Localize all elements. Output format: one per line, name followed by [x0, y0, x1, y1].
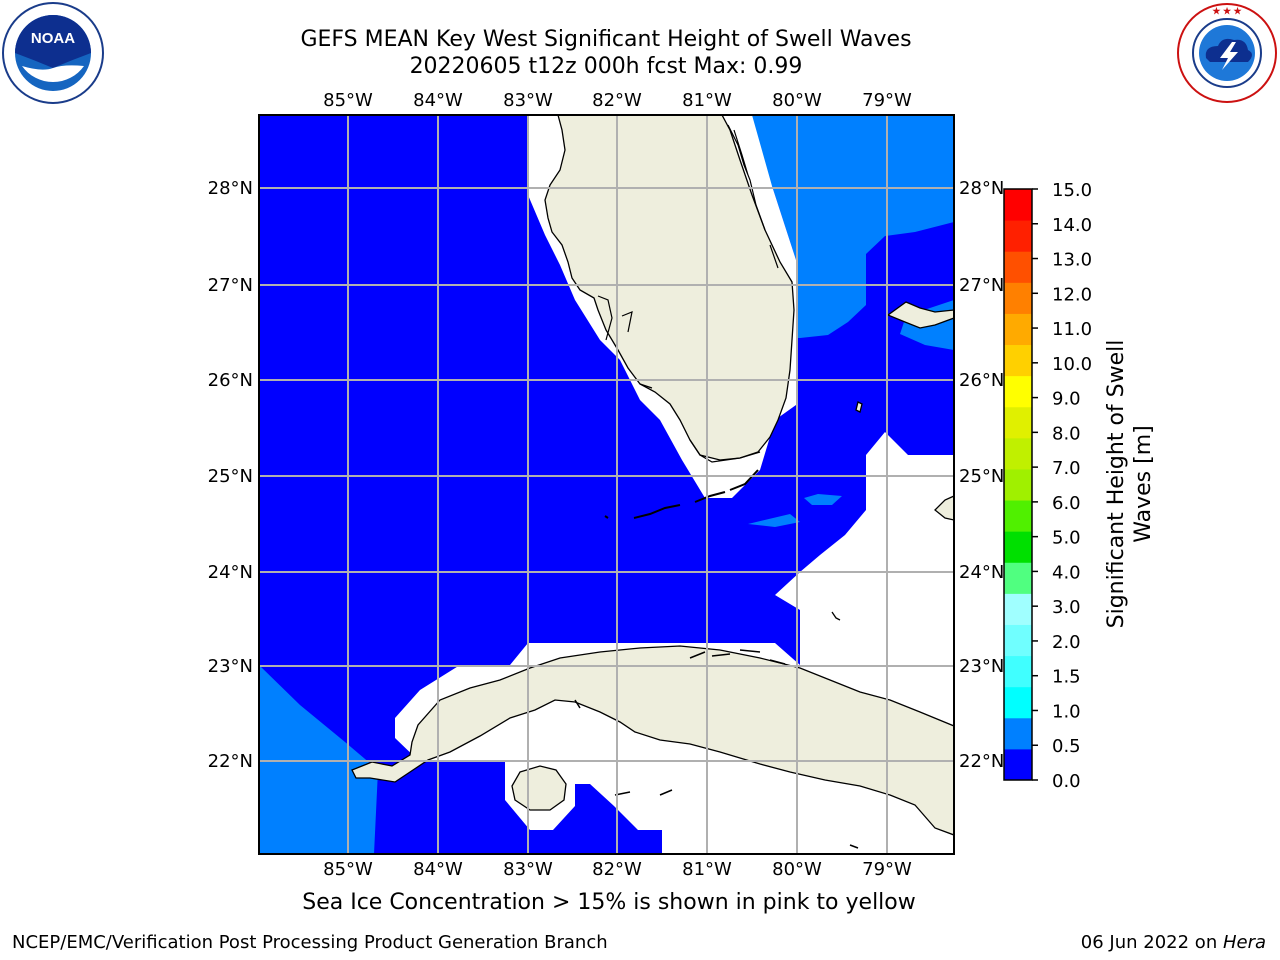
- swell-region-keys-2: [748, 514, 800, 527]
- lon-label: 81°W: [682, 859, 732, 880]
- colorbar-segment: [1004, 500, 1032, 532]
- colorbar-tick-label: 13.0: [1052, 250, 1092, 271]
- lat-labels-right: 28°N 27°N 26°N 25°N 24°N 23°N 22°N: [959, 178, 1004, 772]
- graticule: [259, 115, 954, 854]
- colorbar-tick-label: 9.0: [1052, 389, 1081, 410]
- lon-label: 84°W: [413, 859, 463, 880]
- lat-labels-left: 28°N 27°N 26°N 25°N 24°N 23°N 22°N: [208, 178, 253, 772]
- lat-label: 23°N: [959, 656, 1004, 677]
- colorbar-title-line1: Significant Height of Swell: [1104, 340, 1129, 629]
- florida-coast-detail: [597, 124, 779, 463]
- map-frame: [258, 114, 955, 855]
- colorbar-tick-label: 15.0: [1052, 180, 1092, 201]
- colorbar-segment: [1004, 251, 1032, 283]
- land-isla-juventud: [511, 765, 567, 811]
- colorbar-tick-label: 10.0: [1052, 354, 1092, 375]
- lat-label: 25°N: [959, 466, 1004, 487]
- noaa-logo: NOAA: [2, 2, 104, 104]
- colorbar-segment: [1004, 313, 1032, 346]
- lat-label: 22°N: [208, 751, 253, 772]
- lat-label: 24°N: [208, 562, 253, 583]
- cuba-cays: [574, 649, 859, 849]
- lon-labels-bottom: 85°W 84°W 83°W 82°W 81°W 80°W 79°W: [323, 859, 912, 880]
- colorbar-segment: [1004, 375, 1032, 408]
- colorbar-segment: [1004, 655, 1032, 688]
- noaa-logo-text: NOAA: [31, 30, 75, 47]
- colorbar-tick-label: 5.0: [1052, 528, 1081, 549]
- lat-label: 28°N: [208, 178, 253, 199]
- colorbar-segment: [1004, 531, 1032, 563]
- colorbar-segment: [1004, 406, 1032, 439]
- footer-date: 06 Jun 2022 on Hera: [1081, 932, 1266, 953]
- colorbar-segment: [1004, 717, 1032, 750]
- colorbar-segment: [1004, 748, 1032, 781]
- lat-label: 25°N: [208, 466, 253, 487]
- colorbar-segment: [1004, 220, 1032, 252]
- lat-label: 27°N: [959, 275, 1004, 296]
- nws-logo: ★ ★ ★: [1177, 3, 1277, 103]
- lat-label: 26°N: [959, 370, 1004, 391]
- lat-label: 23°N: [208, 656, 253, 677]
- map-plot-area: [259, 115, 954, 854]
- lon-label: 83°W: [503, 90, 553, 111]
- colorbar-tick-label: 2.0: [1052, 632, 1081, 653]
- colorbar-tick-label: 3.0: [1052, 597, 1081, 618]
- colorbar-segment: [1004, 593, 1032, 625]
- footer-date-text: 06 Jun 2022 on: [1080, 932, 1223, 953]
- lon-label: 82°W: [592, 90, 642, 111]
- colorbar-tick-label: 8.0: [1052, 423, 1081, 444]
- lat-label: 24°N: [959, 562, 1004, 583]
- colorbar-segment: [1004, 344, 1032, 377]
- lon-label: 85°W: [323, 90, 373, 111]
- lon-label: 85°W: [323, 859, 373, 880]
- lat-label: 27°N: [208, 275, 253, 296]
- lat-label: 28°N: [959, 178, 1004, 199]
- colorbar-tick-label: 7.0: [1052, 458, 1081, 479]
- land-florida: [544, 115, 795, 461]
- swell-region-atlantic: [752, 115, 954, 338]
- land-cuba: [351, 645, 954, 836]
- colorbar-tick-label: 1.5: [1052, 667, 1081, 688]
- lat-label: 26°N: [208, 370, 253, 391]
- bahamas-islands: [831, 301, 954, 621]
- swell-region-keys-1: [804, 494, 842, 505]
- colorbar-segment: [1004, 437, 1032, 470]
- colorbar-tick-label: 14.0: [1052, 215, 1092, 236]
- chart-title: GEFS MEAN Key West Significant Height of…: [300, 27, 912, 52]
- lon-label: 80°W: [772, 859, 822, 880]
- colorbar-frame: [1003, 188, 1033, 781]
- colorbar-tick-label: 0.5: [1052, 736, 1081, 757]
- colorbar-segment: [1004, 686, 1032, 719]
- colorbar-tick-label: 4.0: [1052, 562, 1081, 583]
- footer-credit: NCEP/EMC/Verification Post Processing Pr…: [12, 932, 608, 953]
- lon-label: 79°W: [862, 859, 912, 880]
- lon-label: 81°W: [682, 90, 732, 111]
- colorbar-tick-label: 11.0: [1052, 319, 1092, 340]
- colorbar-tick-label: 0.0: [1052, 771, 1081, 792]
- colorbar-title-line2: Waves [m]: [1131, 425, 1156, 542]
- lon-label: 79°W: [862, 90, 912, 111]
- colorbar-segment: [1004, 282, 1032, 314]
- lon-label: 84°W: [413, 90, 463, 111]
- colorbar-tick-label: 12.0: [1052, 284, 1092, 305]
- lon-label: 82°W: [592, 859, 642, 880]
- svg-text:★ ★ ★: ★ ★ ★: [1212, 6, 1242, 16]
- colorbar-segment: [1004, 468, 1032, 501]
- florida-keys: [604, 469, 759, 519]
- chart-subtitle: 20220605 t12z 000h fcst Max: 0.99: [409, 54, 803, 79]
- colorbar-segment: [1004, 624, 1032, 657]
- colorbar-segment: [1004, 189, 1032, 221]
- footer-host: Hera: [1222, 932, 1266, 953]
- lon-label: 80°W: [772, 90, 822, 111]
- colorbar-tick-label: 6.0: [1052, 493, 1081, 514]
- lon-label: 83°W: [503, 859, 553, 880]
- colorbar: 0.0 0.5 1.0 1.5 2.0 3.0 4.0 5.0 6.0 7.0 8.0 9.0 10.0…: [1003, 180, 1092, 792]
- lat-label: 22°N: [959, 751, 1004, 772]
- lon-labels-top: 85°W 84°W 83°W 82°W 81°W 80°W 79°W: [323, 90, 912, 111]
- colorbar-tick-label: 1.0: [1052, 701, 1081, 722]
- colorbar-segment: [1004, 562, 1032, 594]
- sea-ice-note: Sea Ice Concentration > 15% is shown in …: [302, 890, 916, 915]
